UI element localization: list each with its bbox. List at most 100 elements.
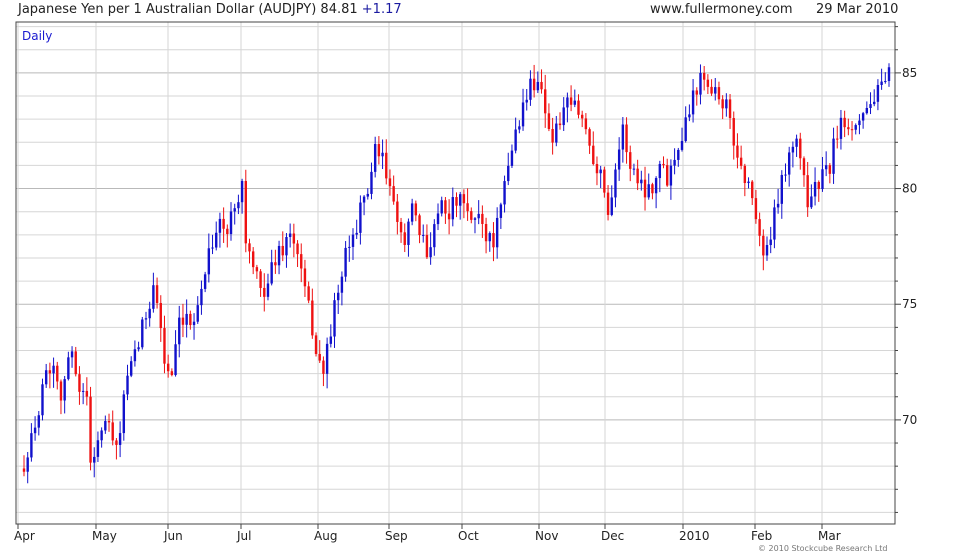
candle bbox=[170, 368, 174, 377]
candle-body bbox=[873, 101, 876, 105]
candle-body bbox=[843, 117, 846, 128]
candle bbox=[636, 159, 639, 191]
candle bbox=[869, 92, 872, 115]
candle-body bbox=[144, 318, 148, 320]
candle-body bbox=[118, 433, 122, 445]
candle bbox=[81, 383, 85, 405]
candle bbox=[155, 277, 159, 309]
candle-body bbox=[270, 262, 273, 284]
candle-body bbox=[695, 90, 698, 95]
candle-body bbox=[525, 99, 528, 103]
candle bbox=[599, 165, 602, 189]
candle-body bbox=[662, 163, 665, 166]
candle bbox=[510, 144, 514, 169]
candle-body bbox=[285, 237, 288, 256]
candle bbox=[366, 188, 369, 200]
candle bbox=[340, 271, 344, 306]
candle-body bbox=[869, 104, 872, 108]
candle bbox=[714, 78, 717, 101]
candle-body bbox=[621, 124, 625, 150]
candle-body bbox=[566, 97, 569, 108]
candle bbox=[617, 137, 621, 181]
candle bbox=[244, 169, 247, 253]
candle-body bbox=[669, 165, 673, 186]
candle bbox=[122, 390, 126, 441]
candle bbox=[396, 193, 399, 235]
candle bbox=[495, 207, 499, 259]
candle-body bbox=[196, 305, 199, 322]
candle-body bbox=[847, 127, 850, 130]
candle bbox=[647, 173, 650, 200]
candle bbox=[329, 324, 333, 348]
candle-body bbox=[348, 246, 351, 248]
candle-body bbox=[366, 193, 369, 197]
candle-body bbox=[318, 353, 321, 361]
candle-body bbox=[699, 72, 702, 95]
candle bbox=[351, 228, 355, 260]
candle bbox=[658, 160, 662, 193]
candle bbox=[843, 110, 846, 138]
candle-body bbox=[266, 283, 270, 297]
candle bbox=[836, 125, 839, 149]
candle bbox=[296, 240, 299, 268]
candle-body bbox=[647, 184, 650, 198]
candle bbox=[776, 188, 780, 214]
candle-body bbox=[732, 118, 735, 146]
candle-body bbox=[592, 145, 595, 165]
candle bbox=[37, 411, 40, 436]
candle bbox=[318, 340, 321, 363]
candle bbox=[551, 117, 554, 155]
candle bbox=[377, 136, 381, 165]
candle bbox=[688, 104, 691, 122]
candle bbox=[325, 337, 329, 389]
candle-body bbox=[640, 179, 643, 184]
candle bbox=[592, 131, 595, 166]
candle bbox=[144, 311, 148, 330]
candle-body bbox=[433, 224, 436, 248]
candle-body bbox=[666, 165, 669, 186]
candle bbox=[503, 175, 506, 213]
candle bbox=[691, 79, 695, 123]
candle bbox=[266, 273, 270, 301]
candle-body bbox=[418, 215, 421, 236]
candle bbox=[758, 212, 761, 247]
candle bbox=[130, 356, 133, 378]
candle-body bbox=[133, 349, 137, 362]
candle-body bbox=[691, 90, 695, 115]
candle-body bbox=[185, 313, 188, 325]
candle-body bbox=[429, 247, 432, 258]
candle bbox=[207, 233, 211, 283]
candle-body bbox=[658, 163, 662, 179]
candle bbox=[159, 295, 162, 342]
candle-body bbox=[651, 184, 654, 194]
candle bbox=[118, 421, 122, 458]
candle-body bbox=[248, 243, 251, 252]
candle-body bbox=[89, 396, 92, 463]
candle bbox=[488, 231, 491, 252]
candle-body bbox=[396, 201, 399, 222]
candle bbox=[484, 217, 488, 254]
candle-body bbox=[824, 165, 828, 170]
x-tick-label: Mar bbox=[818, 529, 841, 543]
candle bbox=[100, 427, 103, 448]
candle bbox=[850, 121, 854, 141]
candle-body bbox=[580, 114, 584, 119]
candle-body bbox=[244, 180, 247, 244]
candle-body bbox=[107, 421, 111, 423]
candle-body bbox=[673, 159, 676, 166]
candle bbox=[211, 234, 214, 255]
candle bbox=[259, 269, 262, 297]
candle bbox=[440, 196, 443, 217]
candle-body bbox=[329, 336, 333, 344]
candle-body bbox=[606, 192, 610, 215]
candle bbox=[832, 127, 835, 184]
candle bbox=[562, 97, 565, 131]
candle-body bbox=[78, 374, 81, 392]
candle bbox=[22, 455, 26, 477]
candle bbox=[196, 296, 199, 324]
site-url[interactable]: www.fullermoney.com bbox=[650, 2, 793, 17]
candle-body bbox=[44, 370, 48, 385]
candle bbox=[610, 185, 613, 217]
candle-body bbox=[714, 87, 717, 94]
copyright: © 2010 Stockcube Research Ltd bbox=[758, 544, 888, 553]
